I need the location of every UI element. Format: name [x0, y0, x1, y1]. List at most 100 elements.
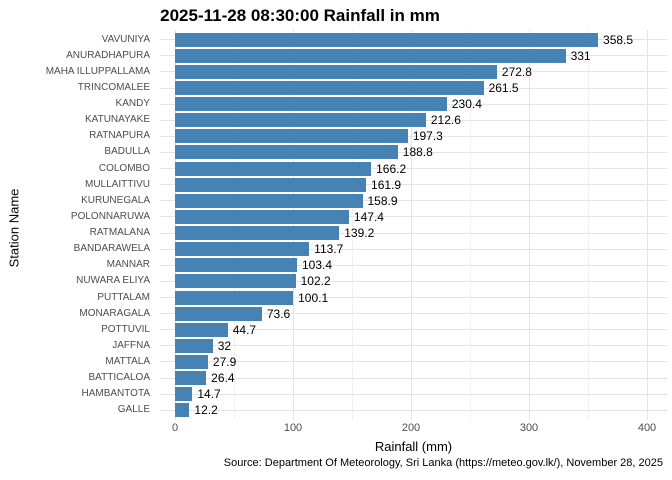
bar-value-label: 197.3	[412, 129, 443, 144]
gridline-horizontal	[160, 313, 667, 315]
bar-anuradhapura	[175, 48, 566, 63]
bar-value-label: 73.6	[266, 306, 291, 321]
bar-value-label: 261.5	[488, 81, 519, 96]
bar-value-label: 158.9	[367, 193, 398, 208]
bar-polonnaruwa	[175, 209, 349, 224]
gridline-horizontal	[160, 280, 667, 282]
gridline-horizontal	[160, 264, 667, 266]
gridline-vertical-major	[175, 30, 176, 420]
bar-mullaittivu	[175, 177, 367, 192]
bar-ratmalana	[175, 226, 340, 241]
bar-galle	[175, 403, 190, 418]
y-tick-label: POLONNARUWA	[70, 210, 150, 222]
plot-panel: 358.5 331 272.8 261.5 230.4 212.6 197.3 188.8 16…	[160, 30, 667, 420]
bar-katunayake	[175, 113, 426, 128]
bar-value-label: 139.2	[344, 226, 375, 241]
gridline-horizontal	[160, 135, 667, 137]
bar-value-label: 14.7	[197, 387, 221, 402]
gridline-vertical-minor	[470, 30, 471, 420]
bar-bandarawela	[175, 242, 310, 257]
bar-hambantota	[175, 387, 193, 402]
bar-maha-illuppallama	[175, 64, 497, 79]
bar-vavuniya	[175, 32, 599, 47]
bar-value-label: 26.4	[211, 371, 235, 386]
y-tick-label: KURUNEGALA	[81, 194, 150, 206]
x-tick-label: 0	[171, 422, 179, 434]
x-tick-label: 400	[637, 422, 657, 434]
bar-value-label: 358.5	[603, 32, 634, 47]
gridline-horizontal	[160, 393, 667, 395]
bar-mattala	[175, 354, 208, 369]
gridline-horizontal	[160, 248, 667, 250]
gridline-horizontal	[160, 361, 667, 363]
y-tick-label: POTTUVIL	[101, 323, 150, 335]
y-tick-label: MULLAITTIVU	[84, 178, 150, 190]
bar-value-label: 230.4	[451, 97, 482, 112]
gridline-horizontal	[160, 216, 667, 218]
gridline-horizontal	[160, 345, 667, 347]
gridline-horizontal	[160, 232, 667, 234]
bar-mannar	[175, 258, 297, 273]
bar-nuwara-eliya	[175, 274, 296, 289]
y-tick-label: JAFFNA	[112, 339, 150, 351]
gridline-vertical-minor	[352, 30, 353, 420]
gridline-horizontal	[160, 151, 667, 153]
y-tick-label: BANDARAWELA	[73, 243, 150, 255]
bar-colombo	[175, 161, 372, 176]
y-tick-label: MONARAGALA	[79, 307, 150, 319]
bar-trincomalee	[175, 81, 484, 96]
bar-value-label: 331	[570, 48, 591, 63]
bar-pottuvil	[175, 322, 228, 337]
bar-value-label: 100.1	[298, 290, 329, 305]
bar-value-label: 161.9	[371, 177, 402, 192]
gridline-horizontal	[160, 329, 667, 331]
y-tick-label: RATNAPURA	[89, 130, 150, 142]
gridline-vertical-major	[411, 30, 412, 420]
gridline-horizontal	[160, 168, 667, 170]
bar-puttalam	[175, 290, 294, 305]
y-tick-label: BATTICALOA	[88, 372, 151, 384]
bar-value-label: 147.4	[353, 209, 384, 224]
y-tick-label: BADULLA	[104, 146, 150, 158]
y-tick-label: PUTTALAM	[97, 291, 150, 303]
bar-value-label: 188.8	[402, 145, 433, 160]
y-tick-label: HAMBANTOTA	[81, 388, 150, 400]
y-tick-label: KATUNAYAKE	[84, 114, 150, 126]
y-tick-label: RATMALANA	[89, 227, 150, 239]
y-axis-tick-labels: VAVUNIYA ANURADHAPURA MAHA ILLUPPALLAMA TRI…	[0, 30, 150, 420]
x-tick-label: 200	[401, 422, 421, 434]
x-axis-tick-labels: 0 100 200 300 400	[0, 422, 672, 436]
gridline-vertical-major	[529, 30, 530, 420]
x-tick-label: 100	[283, 422, 303, 434]
bar-kurunegala	[175, 193, 363, 208]
bar-jaffna	[175, 338, 213, 353]
bar-badulla	[175, 145, 398, 160]
x-axis-title: Rainfall (mm)	[374, 439, 453, 454]
gridline-horizontal	[160, 200, 667, 202]
y-tick-label: MANNAR	[106, 259, 150, 271]
y-tick-label: KANDY	[115, 98, 150, 110]
bar-value-label: 166.2	[376, 161, 407, 176]
bar-value-label: 113.7	[314, 242, 344, 257]
gridline-vertical-major	[293, 30, 294, 420]
gridline-horizontal	[160, 297, 667, 299]
bar-value-label: 44.7	[232, 322, 257, 337]
bar-value-label: 12.2	[194, 403, 218, 418]
y-tick-label: VAVUNIYA	[101, 33, 150, 45]
gridline-horizontal	[160, 377, 667, 379]
y-tick-label: MAHA ILLUPPALLAMA	[45, 65, 150, 77]
gridline-vertical-minor	[234, 30, 235, 420]
y-tick-label: MATTALA	[105, 355, 150, 367]
source-caption: Source: Department Of Meteorology, Sri L…	[223, 457, 663, 469]
bar-value-label: 272.8	[501, 64, 532, 79]
bar-value-label: 212.6	[430, 113, 461, 128]
y-tick-label: ANURADHAPURA	[66, 49, 150, 61]
y-tick-label: TRINCOMALEE	[77, 82, 150, 94]
gridline-vertical-minor	[588, 30, 589, 420]
gridline-horizontal	[160, 184, 667, 186]
bar-kandy	[175, 97, 447, 112]
chart-title: 2025-11-28 08:30:00 Rainfall in mm	[160, 6, 440, 25]
y-tick-label: COLOMBO	[98, 162, 150, 174]
bar-ratnapura	[175, 129, 408, 144]
